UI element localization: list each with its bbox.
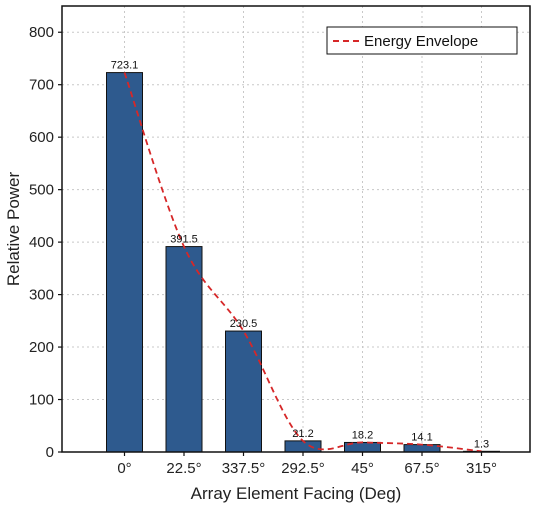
x-tick-label-2: 337.5° — [222, 460, 266, 477]
bar-value-label-1: 391.5 — [170, 234, 198, 246]
bar-2 — [225, 330, 262, 453]
y-tick-label-3: 300 — [29, 287, 54, 304]
bar-value-label-4: 18.2 — [352, 429, 373, 441]
y-tick-label-0: 0 — [46, 444, 54, 461]
x-tick-label-4: 45° — [351, 460, 374, 477]
x-tick-label-3: 292.5° — [281, 460, 325, 477]
bar-value-labels: 723.1 391.5 230.5 21.2 18.2 14.1 1.3 — [111, 60, 489, 451]
bar-value-label-6: 1.3 — [474, 438, 489, 450]
y-tick-label-6: 600 — [29, 129, 54, 146]
y-tick-label-7: 700 — [29, 77, 54, 94]
y-tick-label-8: 800 — [29, 24, 54, 41]
bar-value-label-0: 723.1 — [111, 60, 139, 72]
y-tick-label-2: 200 — [29, 339, 54, 356]
y-axis-title: Relative Power — [4, 171, 23, 286]
x-axis-ticks: 0° 22.5° 337.5° 292.5° 45° 67.5° 315° — [117, 452, 497, 477]
x-tick-label-1: 22.5° — [166, 460, 201, 477]
bar-value-label-2: 230.5 — [230, 318, 258, 330]
bar-3 — [284, 440, 322, 453]
y-tick-label-5: 500 — [29, 182, 54, 199]
legend: Energy Envelope — [326, 26, 518, 55]
bar-1 — [165, 246, 203, 453]
y-tick-label-4: 400 — [29, 234, 54, 251]
x-tick-label-0: 0° — [117, 460, 131, 477]
bar-0 — [106, 72, 143, 453]
bar-value-label-3: 21.2 — [292, 428, 313, 440]
bar-5 — [403, 444, 441, 453]
y-tick-label-1: 100 — [29, 392, 54, 409]
x-tick-label-5: 67.5° — [404, 460, 439, 477]
x-axis-title: Array Element Facing (Deg) — [191, 484, 402, 503]
legend-label: Energy Envelope — [364, 33, 478, 50]
energy-envelope — [123, 72, 482, 453]
energy-envelope-line — [123, 72, 482, 453]
x-tick-label-6: 315° — [466, 460, 497, 477]
y-axis-ticks: 0 100 200 300 400 500 600 700 800 — [29, 24, 62, 461]
plot-frame — [61, 5, 531, 453]
bar-value-label-5: 14.1 — [411, 432, 432, 444]
